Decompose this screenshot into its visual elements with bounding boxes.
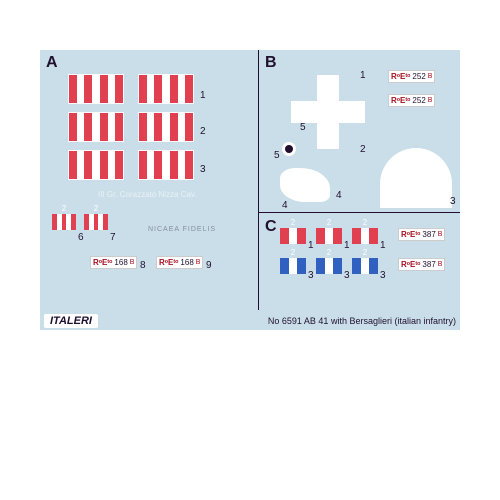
license-plate: RᵒEᵗᵒ252B xyxy=(388,94,435,107)
flag-decal xyxy=(138,74,194,104)
flag-decal xyxy=(138,150,194,180)
flag-decal xyxy=(68,150,124,180)
unit-flag-decal: 2 xyxy=(316,258,342,274)
license-plate: RᵒEᵗᵒ252B xyxy=(388,70,435,83)
roundel-icon xyxy=(282,142,296,156)
unit-flag-decal: 2 xyxy=(280,228,306,244)
small-flag-decal: 2 xyxy=(52,214,76,230)
unit-flag-decal: 2 xyxy=(352,258,378,274)
divider-vertical xyxy=(258,50,259,310)
footer: ITALERI No 6591 AB 41 with Bersaglieri (… xyxy=(44,314,456,328)
small-flag-decal: 2 xyxy=(84,214,108,230)
divider-horizontal xyxy=(258,212,460,213)
footer-text: No 6591 AB 41 with Bersaglieri (italian … xyxy=(268,316,456,326)
license-plate: RᵒEᵗᵒ387B xyxy=(398,228,445,241)
section-a-label: A xyxy=(46,54,58,72)
license-plate: RᵒEᵗᵒ168B xyxy=(90,256,137,269)
section-b-label: B xyxy=(265,54,277,72)
license-plate: RᵒEᵗᵒ168B xyxy=(156,256,203,269)
unit-flag-decal: 2 xyxy=(352,228,378,244)
decal-sheet: A B C 123III Gr. Corazzato Nizza Cav.226… xyxy=(40,50,460,330)
flag-decal xyxy=(68,74,124,104)
license-plate: RᵒEᵗᵒ387B xyxy=(398,258,445,271)
flag-decal xyxy=(138,112,194,142)
unit-flag-decal: 2 xyxy=(280,258,306,274)
brand-logo: ITALERI xyxy=(44,314,98,328)
section-c-label: C xyxy=(265,218,277,236)
unit-flag-decal: 2 xyxy=(316,228,342,244)
flag-decal xyxy=(68,112,124,142)
